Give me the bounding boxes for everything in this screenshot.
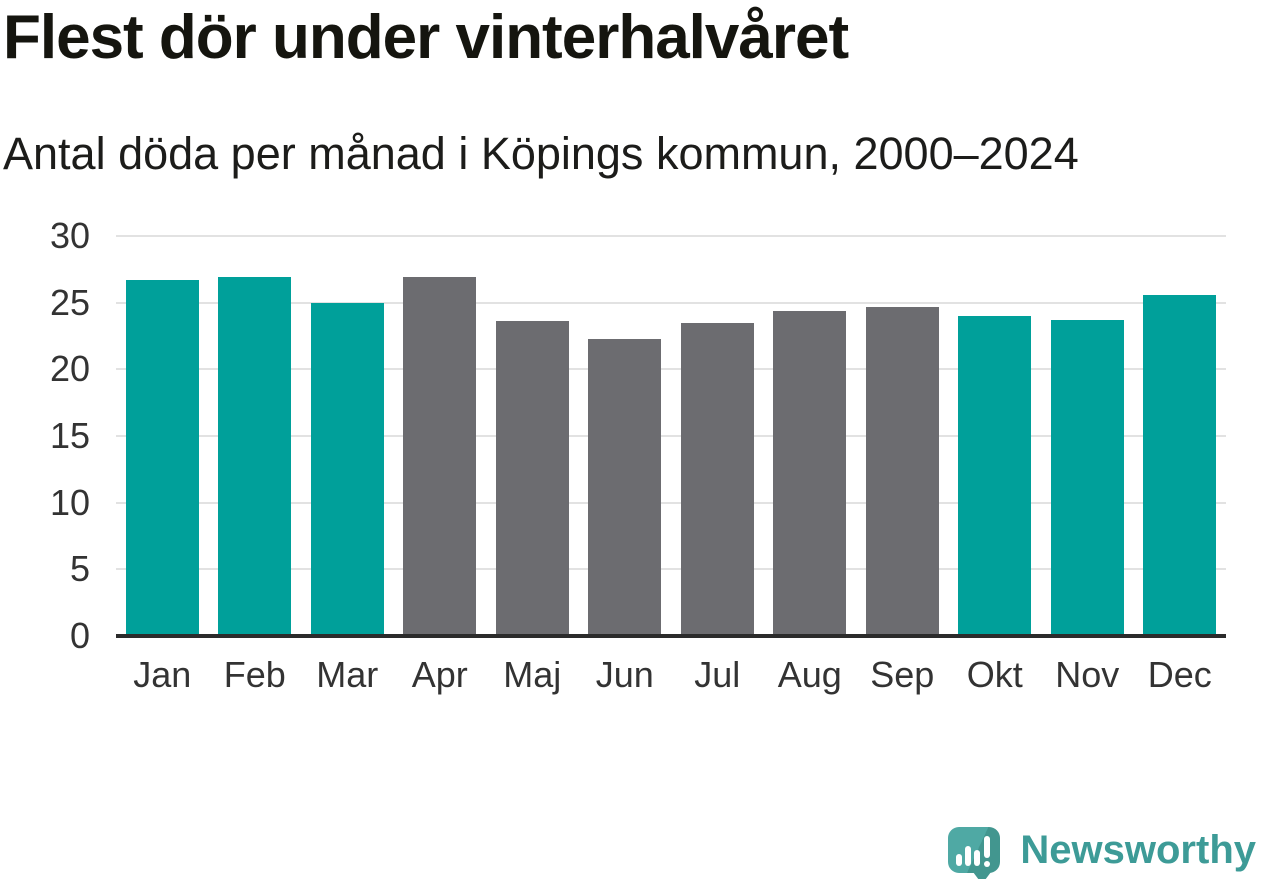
bar-band-sep xyxy=(856,236,949,636)
x-axis-line xyxy=(116,634,1226,638)
logo-exclamation-dot-icon xyxy=(984,861,991,867)
bar-band-aug xyxy=(764,236,857,636)
bar-mar xyxy=(310,302,384,636)
bar-band-nov xyxy=(1041,236,1134,636)
bar-aug xyxy=(773,310,847,636)
speech-bubble-tail xyxy=(973,872,992,879)
x-tick-label-okt: Okt xyxy=(966,654,1023,695)
x-axis-tick-labels: Jan Feb Mar Apr Maj Jun Jul Aug Sep Okt Nov Dec xyxy=(116,655,1226,695)
bar-dec xyxy=(1143,294,1217,636)
bar-band-dec xyxy=(1134,236,1227,636)
gridline-25 xyxy=(116,301,1226,304)
logo-bar-icon xyxy=(974,850,981,866)
x-tick-label-jun: Jun xyxy=(595,654,654,695)
bars-row xyxy=(116,236,1226,636)
y-tick-label-15: 15 xyxy=(49,415,90,456)
bar-band-apr xyxy=(394,236,487,636)
bar-band-jun xyxy=(579,236,672,636)
bar-band-jul xyxy=(671,236,764,636)
plot-area xyxy=(116,235,1226,638)
bar-jul xyxy=(680,322,754,636)
gridline-10 xyxy=(116,501,1226,504)
y-tick-label-0: 0 xyxy=(69,615,90,656)
x-tick-label-apr: Apr xyxy=(411,654,468,695)
bar-jun xyxy=(588,338,662,636)
logo-exclamation-icon xyxy=(984,836,991,858)
bar-maj xyxy=(495,321,569,636)
chart-title: Flest dör under vinterhalvåret xyxy=(3,3,849,72)
newsworthy-wordmark: Newsworthy xyxy=(1020,827,1256,872)
x-tick-label-jan: Jan xyxy=(133,654,192,695)
gridline-30 xyxy=(116,235,1226,237)
x-tick-label-jul: Jul xyxy=(694,654,741,695)
x-tick-label-maj: Maj xyxy=(503,654,562,695)
y-tick-label-25: 25 xyxy=(49,281,90,323)
bar-apr xyxy=(403,277,477,636)
y-tick-label-5: 5 xyxy=(69,548,90,590)
x-tick-label-feb: Feb xyxy=(223,654,286,695)
bar-feb xyxy=(218,277,292,636)
gridline-15 xyxy=(116,435,1226,437)
x-tick-label-mar: Mar xyxy=(316,654,379,695)
bar-band-okt xyxy=(949,236,1042,636)
gridline-5 xyxy=(116,568,1226,571)
chart-subtitle: Antal döda per månad i Köpings kommun, 2… xyxy=(3,128,1079,179)
newsworthy-logo: Newsworthy xyxy=(948,827,1256,879)
bar-okt xyxy=(958,316,1032,636)
bar-band-maj xyxy=(486,236,579,636)
bar-nov xyxy=(1050,320,1124,636)
y-tick-label-20: 20 xyxy=(49,348,90,390)
bar-band-mar xyxy=(301,236,394,636)
x-tick-label-dec: Dec xyxy=(1147,654,1212,695)
y-axis-tick-labels: 0 5 10 15 20 25 30 xyxy=(0,218,90,654)
x-tick-label-aug: Aug xyxy=(777,654,842,695)
bar-band-jan xyxy=(116,236,209,636)
newsworthy-logo-icon xyxy=(948,827,1001,879)
y-tick-label-10: 10 xyxy=(49,481,90,523)
x-tick-label-nov: Nov xyxy=(1055,654,1120,695)
x-tick-label-sep: Sep xyxy=(870,654,935,695)
logo-bar-icon xyxy=(956,854,963,866)
bar-sep xyxy=(865,306,939,636)
gridline-20 xyxy=(116,368,1226,371)
y-tick-label-30: 30 xyxy=(49,215,90,256)
bar-band-feb xyxy=(209,236,302,636)
bar-jan xyxy=(125,280,199,636)
logo-bar-icon xyxy=(965,846,972,866)
